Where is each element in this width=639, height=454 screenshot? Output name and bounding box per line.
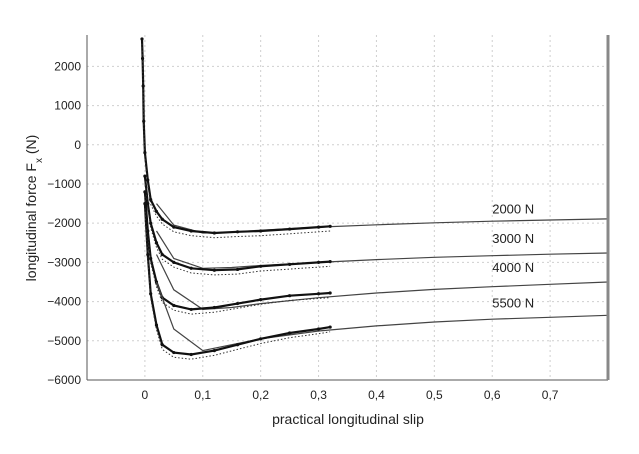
series-measured-point	[149, 221, 153, 225]
y-axis-title-unit: (N)	[23, 135, 39, 158]
x-tick-label: 0,4	[368, 388, 385, 402]
series-measured-point	[172, 303, 176, 308]
x-tick-label: 0,2	[252, 388, 269, 402]
y-tick-label: −5000	[47, 334, 81, 348]
series-model-line	[155, 281, 609, 352]
series-measured-point	[140, 56, 145, 61]
series-measured-point	[189, 229, 193, 233]
series-measured-point	[160, 217, 164, 221]
x-tick-label: 0,1	[194, 388, 211, 402]
series-measured-point	[328, 291, 332, 295]
y-tick-label: −4000	[47, 295, 81, 309]
series-measured-point	[259, 337, 263, 341]
series-label: 5500 N	[492, 295, 534, 310]
series-measured-dotted-line	[144, 180, 331, 276]
y-tick-label: 2000	[54, 59, 81, 73]
y-axis-title-subscript: x	[34, 158, 45, 163]
x-tick-label: 0,5	[426, 388, 443, 402]
series-measured-point	[149, 198, 153, 202]
series-measured-point	[259, 298, 263, 302]
series-measured-point	[212, 305, 216, 310]
series-measured-point	[328, 224, 332, 228]
series-measured-point	[288, 227, 292, 231]
y-tick-label: −6000	[47, 373, 81, 387]
series-layer	[140, 37, 609, 360]
plot-background	[87, 35, 608, 380]
series-measured-point	[172, 225, 176, 229]
series-measured-point	[143, 190, 147, 194]
series-measured-point	[328, 325, 332, 329]
series-measured-point	[259, 229, 263, 233]
series-label: 4000 N	[492, 260, 534, 275]
series-measured-point	[189, 266, 193, 270]
series-measured-point	[146, 201, 150, 206]
series-measured-point	[154, 241, 159, 245]
y-tick-label: 1000	[54, 99, 81, 113]
series-measured-point	[189, 307, 193, 312]
series-measured-point	[154, 209, 159, 214]
series-measured-point	[316, 327, 321, 331]
series-measured-point	[140, 37, 144, 41]
series-measured-point	[172, 260, 176, 264]
x-tick-label: 0,7	[542, 388, 559, 402]
series-measured-point	[235, 230, 240, 234]
series-measured-point	[288, 331, 292, 335]
series-measured-point	[143, 174, 147, 178]
series-measured-point	[288, 262, 292, 266]
series-measured-point	[212, 348, 216, 353]
series-measured-point	[143, 151, 147, 155]
series-model-line	[155, 254, 609, 311]
series-measured-point	[316, 225, 321, 229]
series-measured-point	[235, 343, 240, 347]
series-measured-point	[259, 264, 263, 268]
series-measured-point	[235, 301, 240, 306]
series-measured-point	[142, 119, 146, 123]
y-tick-label: −1000	[47, 177, 81, 191]
series-measured-point	[146, 252, 150, 257]
series-measured-point	[172, 350, 176, 355]
x-tick-labels: 0 0,1 0,2 0,3 0,4 0,5 0,6 0,7	[142, 388, 559, 402]
series-measured-point	[154, 323, 159, 327]
series-measured-point	[235, 267, 240, 272]
series-measured-point	[160, 252, 164, 257]
series-measured-point	[149, 292, 153, 296]
series-measured-point	[143, 201, 147, 206]
y-tick-label: −2000	[47, 216, 81, 230]
y-axis-title: longitudinal force Fx (N)	[23, 135, 45, 282]
series-measured-dotted-line	[141, 43, 331, 239]
series-measured-point	[189, 352, 193, 357]
series-measured-point	[212, 231, 216, 235]
series-measured-point	[316, 292, 321, 296]
series-measured-point	[316, 260, 321, 264]
series-labels: 2000 N 3000 N 4000 N 5500 N	[492, 201, 534, 310]
series-label: 2000 N	[492, 201, 534, 216]
series-measured-point	[328, 260, 332, 264]
y-tick-labels: 2000 1000 0 −1000 −2000 −3000 −4000 −5000 −6000	[47, 59, 81, 387]
series-measured-point	[212, 268, 216, 272]
x-tick-label: 0,6	[484, 388, 501, 402]
series-measured-point	[149, 256, 153, 261]
series-measured-point	[288, 294, 292, 298]
series-measured-point	[160, 343, 164, 347]
x-tick-label: 0,3	[310, 388, 327, 402]
x-tick-label: 0	[142, 388, 149, 402]
y-tick-label: −3000	[47, 255, 81, 269]
series-measured-point	[141, 84, 145, 88]
series-measured-point	[146, 178, 150, 182]
series-measured-dotted-line	[144, 196, 331, 315]
x-axis-title: practical longitudinal slip	[272, 411, 424, 427]
y-tick-label: 0	[74, 138, 81, 152]
y-axis-title-main: longitudinal force F	[23, 163, 39, 281]
series-label: 3000 N	[492, 231, 534, 246]
